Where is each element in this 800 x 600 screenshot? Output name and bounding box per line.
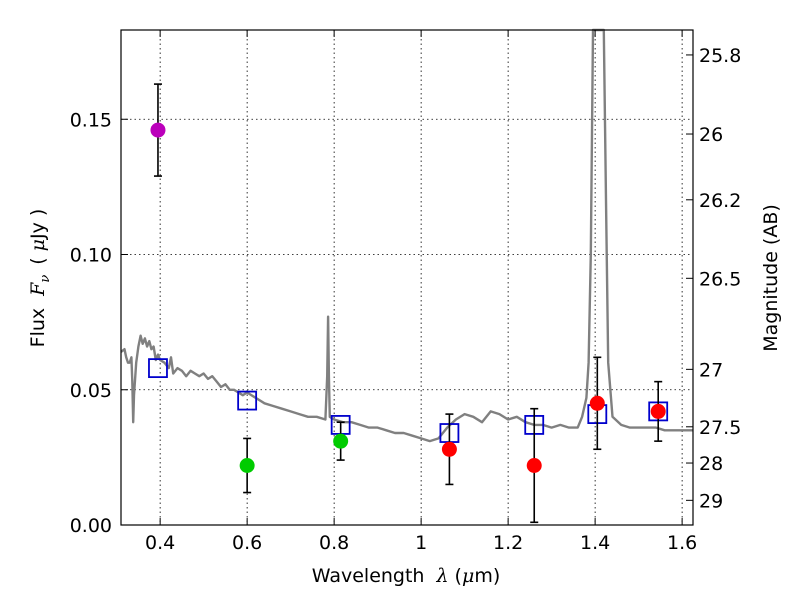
- observed-point: [441, 441, 457, 457]
- observed-point: [526, 457, 542, 473]
- x-tick-label: 1.4: [580, 532, 610, 554]
- x-tick-label: 1.6: [667, 532, 697, 554]
- x-tick-label: 1.2: [493, 532, 523, 554]
- y-axis-label: FluxFν(μJy ): [27, 209, 53, 348]
- mag-tick-label: 27.5: [699, 417, 741, 439]
- sed-model-line: [120, 28, 693, 443]
- model-photometry-square: [237, 390, 258, 411]
- magnitude-axis-label: Magnitude (AB): [760, 204, 782, 352]
- model-photometry-square: [148, 358, 168, 379]
- sed-model-curve: [120, 28, 693, 443]
- mag-tick-label: 25.8: [699, 45, 741, 67]
- y-tick-label: 0.15: [70, 109, 112, 131]
- mag-tick-label: 27: [699, 359, 723, 381]
- model-photometry-boxes: [148, 358, 669, 443]
- y-tick-label: 0.05: [70, 380, 112, 402]
- axis-ticks: 0.4 0.6 0.8 1 1.2 1.4 1.6 0.00 0.05 0.10 0.15 25.8 2…: [70, 30, 741, 554]
- y-tick-label: 0.10: [70, 245, 112, 267]
- observed-point: [333, 433, 349, 449]
- observed-point: [589, 395, 605, 411]
- observed-photometry-points: [150, 83, 666, 524]
- x-tick-label: 1: [415, 532, 427, 554]
- mag-tick-label: 26: [699, 124, 723, 146]
- grid: [121, 30, 693, 525]
- plot-frame: [120, 29, 694, 526]
- x-tick-label: 0.6: [232, 532, 262, 554]
- mag-tick-label: 28: [699, 453, 723, 475]
- mag-tick-label: 26.5: [699, 268, 741, 290]
- y-tick-label: 0.00: [70, 515, 112, 537]
- x-axis-label: Wavelength λ (μm): [312, 565, 500, 587]
- x-tick-label: 0.8: [319, 532, 349, 554]
- observed-point: [239, 457, 255, 473]
- observed-point: [650, 403, 666, 419]
- mag-tick-label: 26.2: [699, 190, 741, 212]
- x-tick-label: 0.4: [145, 532, 175, 554]
- observed-point: [150, 122, 166, 138]
- mag-tick-label: 29: [699, 490, 723, 512]
